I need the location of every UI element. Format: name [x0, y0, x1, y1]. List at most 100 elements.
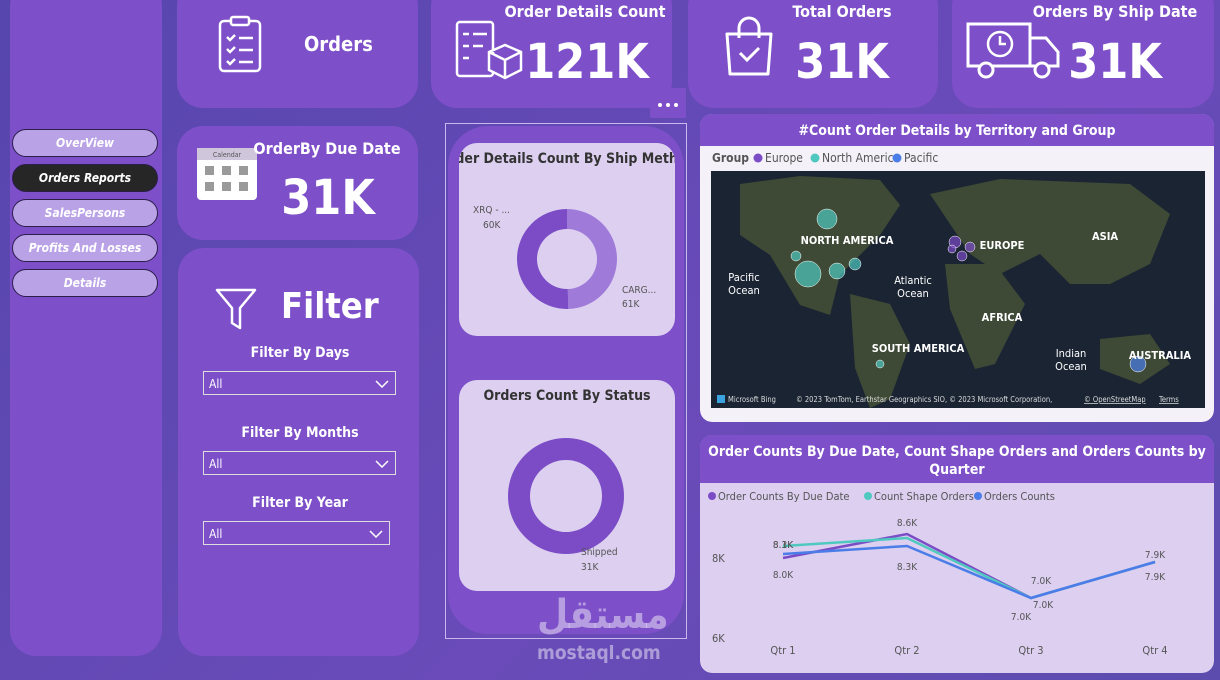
slice-value: 60K	[483, 220, 501, 231]
data-label: 8.0K	[773, 570, 794, 581]
data-label: 7.0K	[1033, 600, 1054, 611]
chart-title: Order Counts By Due Date, Count Shape Or…	[708, 444, 1206, 460]
donut-chart: Order Details Count By Ship Method XRQ - …	[459, 143, 675, 336]
map-label: SOUTH AMERICA	[872, 342, 965, 355]
filter-title: Filter	[281, 286, 379, 327]
map-bubble	[947, 244, 957, 254]
x-tick-label: Qtr 2	[894, 644, 919, 657]
nav-panel	[10, 0, 162, 656]
clipboard-icon	[218, 15, 262, 73]
filter-label: Filter By Days	[250, 345, 350, 361]
orders-card: Orders	[177, 0, 418, 108]
nav-button[interactable]: Orders Reports	[12, 164, 158, 192]
map-label: EUROPE	[980, 239, 1025, 252]
donut-slice	[567, 209, 618, 309]
card-title: Order Details Count	[504, 2, 666, 21]
map-label: Atlantic Ocean	[894, 274, 932, 300]
visual-frame	[445, 123, 687, 639]
legend-swatch	[892, 153, 902, 163]
legend-label: Orders Counts	[984, 490, 1055, 503]
funnel-icon	[215, 288, 257, 330]
card-title: Orders	[304, 32, 373, 56]
filter-label: Filter By Months	[241, 425, 359, 441]
data-label: 7.0K	[1031, 576, 1052, 587]
donut-slice	[507, 438, 624, 554]
kpi-card: Total Orders 31K	[688, 0, 938, 108]
legend-label: Pacific	[904, 151, 938, 165]
nav-button[interactable]: SalesPersons	[12, 199, 158, 227]
map-label: AUSTRALIA	[1129, 349, 1192, 362]
y-tick-label: 6K	[712, 632, 725, 645]
card-value: 31K	[1068, 34, 1162, 90]
data-label: 7.9K	[1145, 572, 1166, 583]
map-bubble	[794, 260, 822, 288]
legend-swatch	[810, 153, 820, 163]
watermark: mostaql.com	[537, 642, 661, 664]
watermark: مستقل	[537, 592, 669, 638]
data-label: 8.3K	[897, 562, 918, 573]
card-value: 31K	[281, 170, 375, 226]
filter-dropdown[interactable]: All	[203, 371, 396, 395]
kpi-card: Calendar OrderBy Due Date 31K	[177, 126, 418, 240]
legend-swatch	[753, 153, 763, 163]
legend-label: Count Shape Orders	[874, 490, 974, 503]
legend-label: Order Counts By Due Date	[718, 490, 850, 503]
map-label: ASIA	[1092, 230, 1118, 243]
bing-logo	[717, 395, 725, 403]
y-tick-label: 8K	[712, 552, 725, 565]
more-button[interactable]	[650, 88, 686, 118]
truck-icon	[966, 22, 1060, 79]
bag-icon	[725, 16, 773, 76]
legend-label: North America	[822, 151, 900, 165]
donut-slice	[517, 209, 569, 309]
filter-dropdown[interactable]: All	[203, 451, 396, 475]
nav-button[interactable]: Details	[12, 269, 158, 297]
card-title: Total Orders	[792, 2, 892, 21]
header	[700, 114, 1214, 146]
map-label: Indian Ocean	[1055, 347, 1087, 373]
legend-swatch	[974, 492, 982, 500]
nav-button[interactable]: OverView	[12, 129, 158, 157]
legend-label: Europe	[765, 151, 803, 165]
header	[700, 435, 1214, 483]
attribution: © OpenStreetMap	[1084, 395, 1146, 404]
data-label: 8.6K	[897, 518, 918, 529]
map-bubble	[816, 208, 838, 230]
legend-swatch	[708, 492, 716, 500]
data-label: 7.9K	[1145, 550, 1166, 561]
chart-title: Quarter	[929, 462, 985, 478]
filter-panel: Filter Filter By Days All Filter By Months…	[178, 248, 419, 656]
package-icon	[455, 20, 523, 80]
attribution: © 2023 TomTom, Earthstar Geographics SIO…	[796, 395, 1052, 404]
slice-value: 61K	[622, 299, 640, 310]
legend-swatch	[864, 492, 872, 500]
panel-bg	[700, 435, 1214, 673]
x-tick-label: Qtr 1	[770, 644, 795, 657]
slice-value: 31K	[581, 562, 599, 573]
legend-title: Group	[712, 151, 749, 165]
map-bubble	[848, 257, 862, 271]
map-label: NORTH AMERICA	[801, 234, 894, 247]
land	[740, 176, 1170, 408]
map-bubble	[1129, 355, 1147, 373]
attribution: Terms	[1158, 395, 1179, 404]
kpi-card: Orders By Ship Date 31K	[952, 0, 1214, 108]
line-chart: Order Counts By Due Date, Count Shape Or…	[700, 435, 1214, 673]
x-tick-label: Qtr 4	[1142, 644, 1167, 657]
chart-title: #Count Order Details by Territory and Gr…	[798, 123, 1115, 139]
slice-label: XRQ - ...	[473, 205, 510, 216]
filter-dropdown[interactable]: All	[203, 521, 390, 545]
slice-label: Shipped	[581, 547, 618, 558]
map-bubble	[790, 250, 802, 262]
kpi-card: Order Details Count 121K	[431, 0, 672, 108]
card-title: Orders By Ship Date	[1032, 2, 1198, 21]
card-value: 121K	[525, 34, 649, 90]
nav-button[interactable]: Profits And Losses	[12, 234, 158, 262]
card-value: 31K	[795, 34, 889, 90]
icon-label: Calendar	[213, 151, 242, 159]
chart-title: Orders Count By Status	[483, 388, 650, 404]
series-line	[782, 544, 1156, 600]
card-title: OrderBy Due Date	[253, 139, 401, 158]
map-label: Pacific Ocean	[728, 271, 760, 297]
